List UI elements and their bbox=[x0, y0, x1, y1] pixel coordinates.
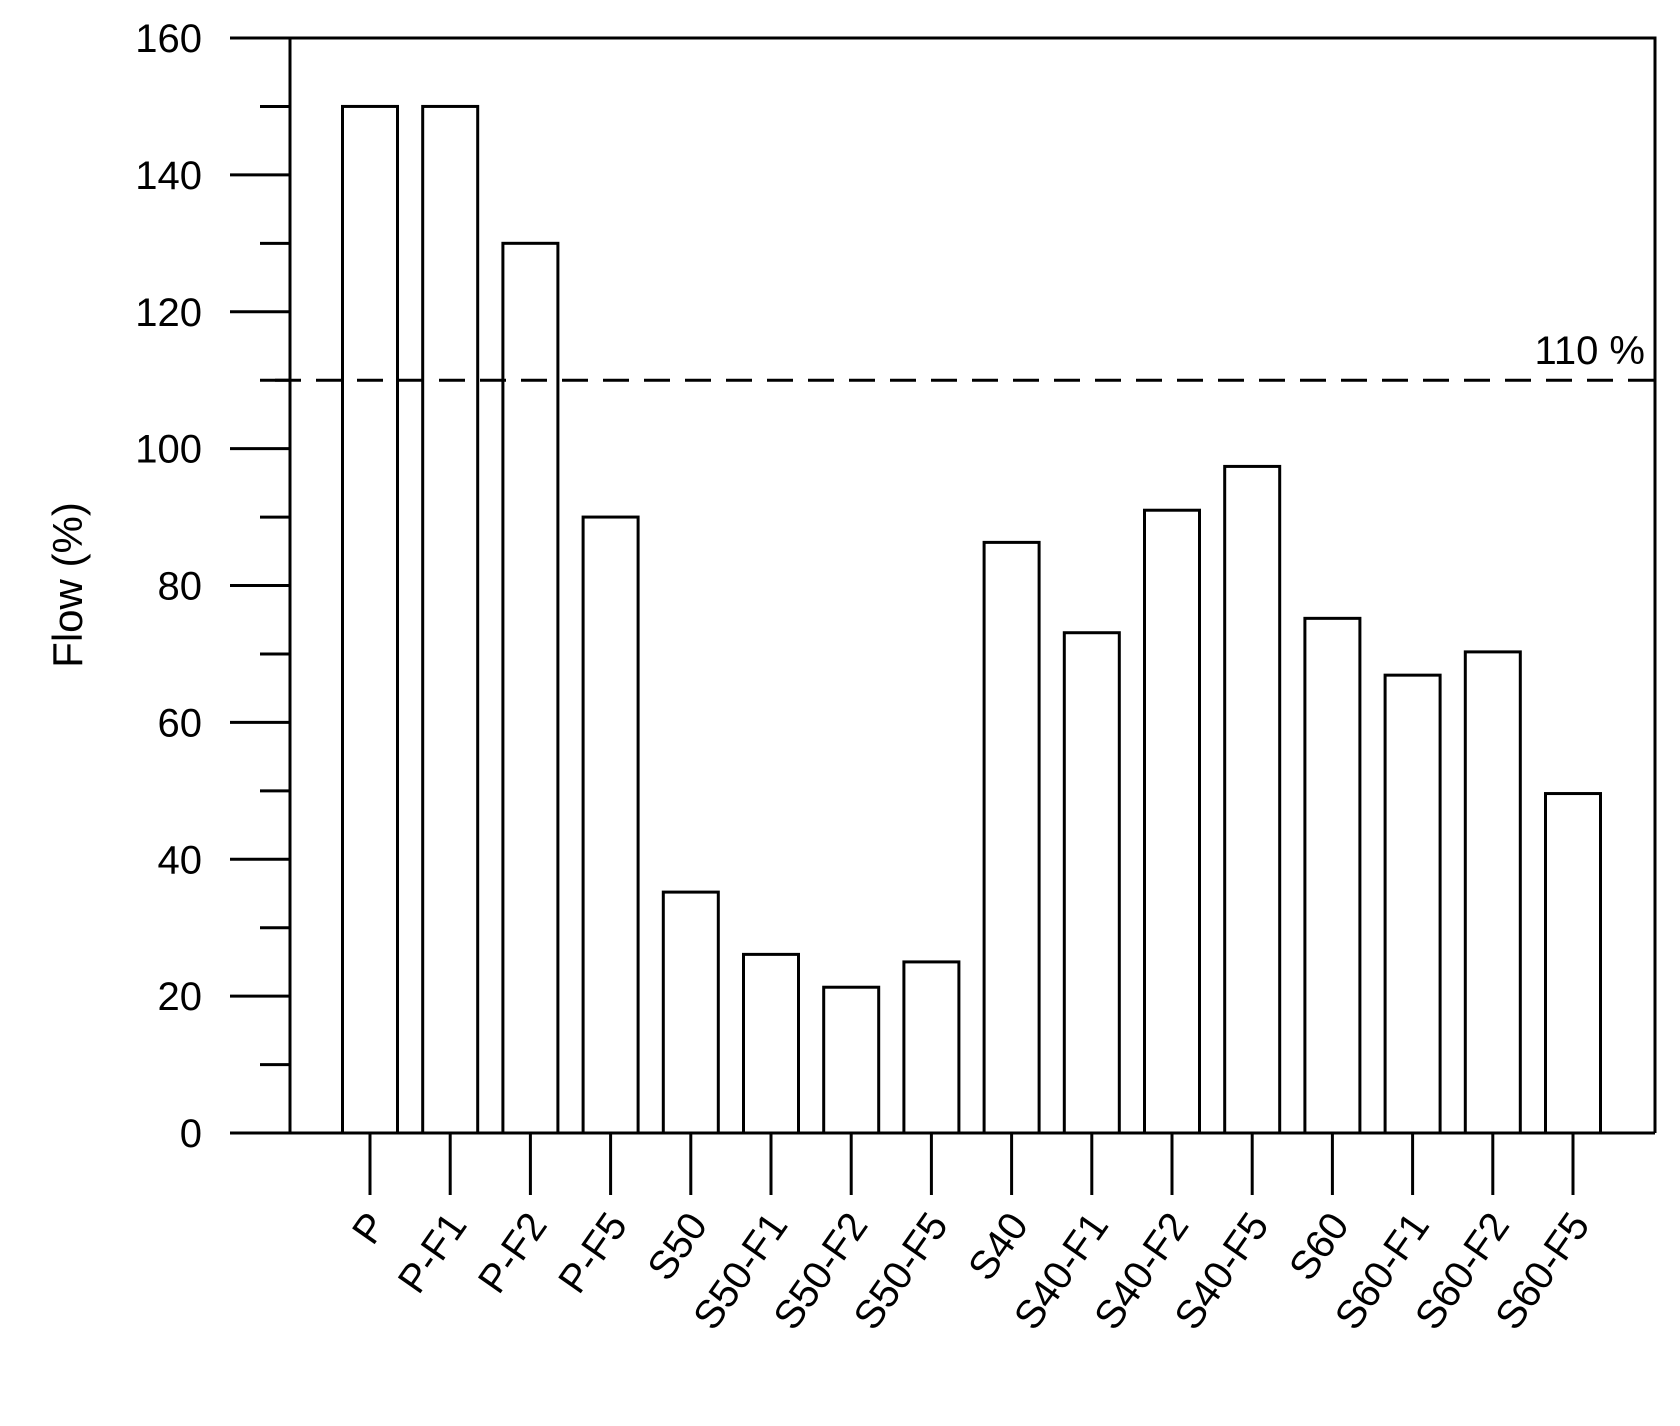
plot-frame-border bbox=[288, 36, 1657, 1133]
y-tick-label: 160 bbox=[135, 17, 202, 61]
x-tick-label: S50 bbox=[639, 1205, 716, 1289]
bar bbox=[902, 960, 961, 1135]
bar bbox=[742, 952, 800, 1135]
x-tick-label: P-F2 bbox=[470, 1205, 556, 1301]
bar bbox=[1544, 792, 1602, 1135]
y-axis-title: Flow (%) bbox=[44, 502, 91, 668]
bar bbox=[1383, 673, 1442, 1135]
y-tick-label: 20 bbox=[158, 975, 203, 1019]
bar bbox=[822, 985, 881, 1135]
bar bbox=[341, 104, 399, 1135]
y-tick-label: 140 bbox=[135, 154, 202, 198]
x-tick-label: P-F5 bbox=[550, 1205, 636, 1301]
bar bbox=[661, 890, 720, 1135]
x-tick-label: S40 bbox=[960, 1205, 1037, 1289]
x-tick-label: S60 bbox=[1281, 1205, 1358, 1289]
y-tick-label: 40 bbox=[158, 838, 203, 882]
bar bbox=[1223, 464, 1282, 1135]
bar bbox=[1303, 616, 1362, 1135]
bar bbox=[581, 515, 640, 1135]
y-tick-label: 120 bbox=[135, 291, 202, 335]
bar bbox=[1062, 631, 1121, 1135]
y-tick-label: 100 bbox=[135, 428, 202, 472]
y-tick-label: 0 bbox=[180, 1112, 202, 1156]
x-tick-label: P-F1 bbox=[390, 1205, 476, 1301]
y-tick-label: 80 bbox=[158, 565, 203, 609]
bar bbox=[501, 241, 560, 1135]
bar bbox=[421, 104, 480, 1135]
x-tick-label: P bbox=[344, 1205, 395, 1252]
bar bbox=[982, 540, 1041, 1135]
bar bbox=[1463, 650, 1522, 1135]
bar bbox=[1143, 508, 1201, 1135]
reference-line-label: 110 % bbox=[1535, 329, 1645, 373]
y-tick-label: 60 bbox=[158, 701, 203, 745]
